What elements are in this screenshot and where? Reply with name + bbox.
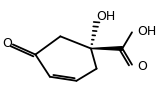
Text: O: O	[2, 37, 12, 50]
Text: OH: OH	[138, 25, 157, 38]
Text: OH: OH	[96, 10, 115, 23]
Text: O: O	[138, 60, 147, 73]
Polygon shape	[91, 47, 122, 50]
